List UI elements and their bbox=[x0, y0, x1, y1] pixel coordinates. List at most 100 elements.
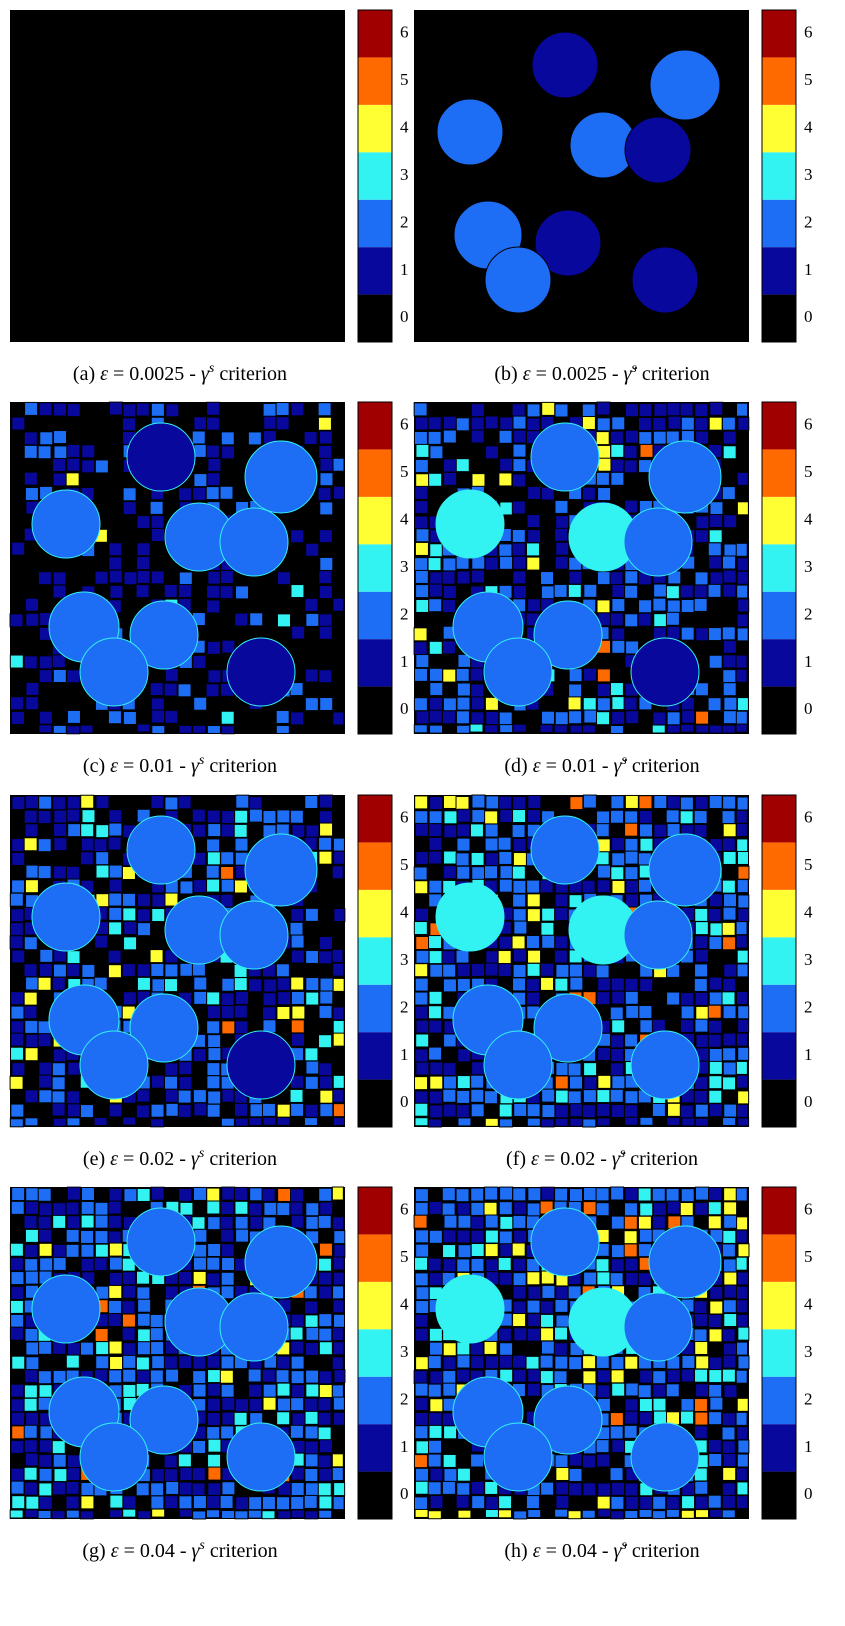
grain bbox=[455, 949, 470, 964]
grain bbox=[597, 1074, 612, 1089]
grain bbox=[318, 430, 333, 445]
grain bbox=[568, 1452, 583, 1467]
inclusion bbox=[244, 440, 318, 514]
grain bbox=[415, 1019, 430, 1034]
grain bbox=[693, 810, 708, 825]
grain bbox=[526, 991, 541, 1006]
grain bbox=[623, 1243, 638, 1258]
grain bbox=[597, 1508, 612, 1518]
grain bbox=[9, 1326, 24, 1341]
grain bbox=[289, 809, 304, 824]
grain bbox=[122, 1368, 137, 1383]
grain bbox=[319, 1201, 334, 1216]
grain bbox=[414, 1480, 429, 1495]
grain bbox=[679, 796, 694, 811]
grain bbox=[178, 1495, 193, 1510]
grain bbox=[637, 1384, 652, 1399]
criterion-word: criterion bbox=[632, 755, 700, 777]
grain bbox=[235, 794, 250, 809]
grain bbox=[318, 669, 333, 684]
strain-value: 0.02 bbox=[139, 1148, 174, 1170]
grain bbox=[332, 1074, 345, 1089]
grain bbox=[429, 1104, 444, 1119]
grain bbox=[707, 697, 722, 712]
grain bbox=[165, 1102, 180, 1117]
grain bbox=[289, 921, 304, 936]
grain bbox=[107, 1200, 122, 1215]
grain bbox=[25, 1356, 40, 1371]
grain bbox=[737, 1005, 750, 1020]
grain bbox=[442, 1342, 457, 1357]
grain bbox=[694, 948, 709, 963]
grain bbox=[39, 1257, 54, 1272]
grain bbox=[80, 1200, 95, 1215]
grain bbox=[221, 1481, 236, 1496]
grain bbox=[207, 1034, 222, 1049]
colorbar-block bbox=[358, 57, 392, 105]
grain bbox=[541, 1088, 556, 1103]
grain bbox=[207, 1369, 222, 1384]
grain bbox=[428, 879, 443, 894]
grain bbox=[456, 1075, 471, 1090]
grain bbox=[651, 1187, 666, 1202]
grain bbox=[291, 1005, 306, 1020]
grain bbox=[498, 1495, 513, 1510]
grain bbox=[95, 864, 110, 879]
grain bbox=[94, 570, 109, 585]
grain bbox=[609, 682, 624, 697]
grain bbox=[319, 556, 334, 571]
grain bbox=[121, 963, 136, 978]
grain bbox=[428, 1019, 443, 1034]
variable: γ bbox=[191, 755, 200, 777]
grain bbox=[470, 1243, 485, 1258]
grain bbox=[610, 1186, 625, 1201]
colorbar-tick-label: 5 bbox=[400, 855, 409, 874]
colorbar-tick-label: 1 bbox=[804, 260, 813, 279]
grain bbox=[318, 1384, 333, 1399]
grain bbox=[498, 1230, 513, 1245]
grain bbox=[220, 1355, 235, 1370]
grain bbox=[638, 1228, 653, 1243]
grain bbox=[24, 597, 39, 612]
grain bbox=[638, 809, 653, 824]
grain bbox=[471, 569, 486, 584]
grain bbox=[595, 1439, 610, 1454]
grain bbox=[122, 907, 137, 922]
grain bbox=[694, 991, 709, 1006]
grain bbox=[457, 1244, 472, 1259]
grain bbox=[415, 654, 430, 669]
grain bbox=[525, 542, 540, 557]
grain bbox=[427, 557, 442, 572]
colorbar-tick-label: 2 bbox=[400, 997, 409, 1016]
grain bbox=[624, 403, 639, 418]
grain bbox=[611, 990, 626, 1005]
grain bbox=[736, 613, 749, 628]
grain bbox=[220, 1425, 235, 1440]
colorbar-tick-label: 6 bbox=[400, 1200, 409, 1219]
grain bbox=[52, 963, 67, 978]
grain bbox=[596, 401, 611, 416]
grain bbox=[193, 443, 208, 458]
grain bbox=[736, 1397, 749, 1412]
grain bbox=[429, 1061, 444, 1076]
grain bbox=[289, 1201, 304, 1216]
grain bbox=[81, 459, 96, 474]
grain bbox=[611, 598, 626, 613]
grain bbox=[23, 991, 38, 1006]
grain bbox=[540, 976, 555, 991]
grain bbox=[456, 1467, 471, 1482]
grain bbox=[442, 1229, 457, 1244]
grain bbox=[694, 1411, 709, 1426]
grain bbox=[52, 668, 67, 683]
grain bbox=[415, 850, 430, 865]
grain bbox=[554, 893, 569, 908]
grain bbox=[527, 1368, 542, 1383]
grain bbox=[24, 1089, 39, 1104]
grain bbox=[652, 417, 667, 432]
grain bbox=[122, 487, 137, 502]
grain bbox=[94, 1230, 109, 1245]
grain bbox=[624, 1410, 639, 1425]
grain bbox=[261, 1187, 276, 1202]
grain bbox=[723, 1284, 738, 1299]
grain bbox=[108, 809, 123, 824]
